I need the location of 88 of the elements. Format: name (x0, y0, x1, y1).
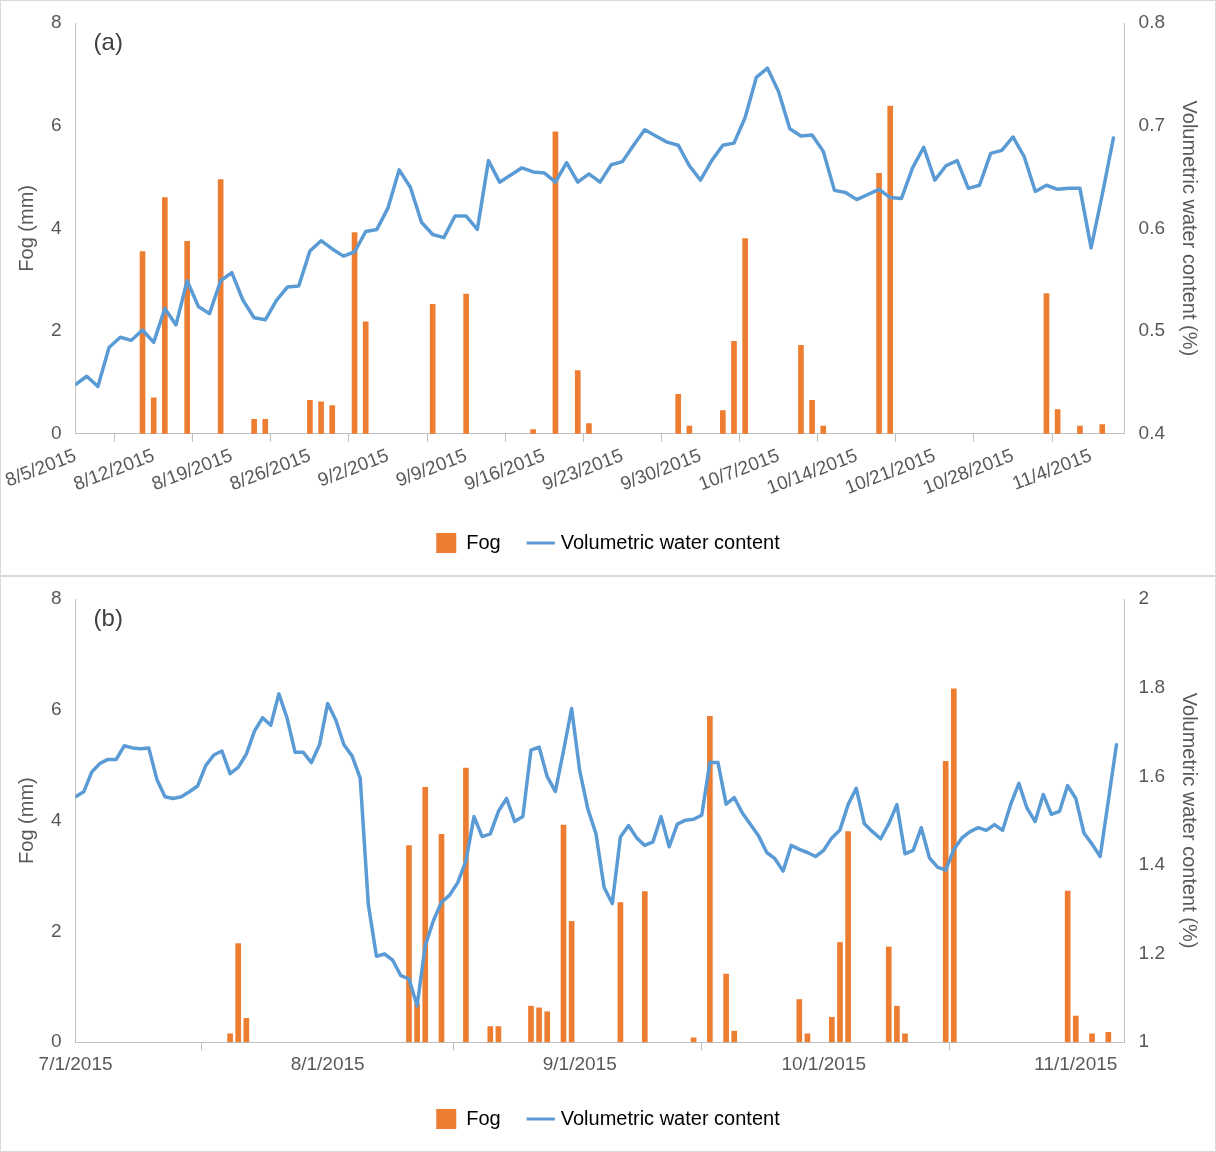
bar (731, 341, 737, 434)
bar (845, 831, 851, 1043)
y2-tick-label: 1.6 (1138, 764, 1166, 786)
legend-label: Fog (466, 530, 501, 553)
bar (1077, 425, 1083, 434)
y2-tick-label: 0.8 (1138, 11, 1166, 33)
bar (586, 423, 592, 434)
bar (809, 400, 815, 434)
bar (707, 716, 713, 1043)
annotation: (a) (93, 27, 123, 55)
y2-tick-label: 2 (1138, 587, 1150, 609)
bar (675, 393, 682, 434)
bar (837, 942, 843, 1043)
y-tick-label: 8 (50, 11, 62, 33)
y2-axis-title: Volumetric water content (%) (1179, 100, 1202, 357)
y-axis-title: Fog (mm) (14, 777, 37, 864)
bar (1099, 424, 1106, 434)
bar (720, 410, 726, 434)
bar (329, 405, 336, 434)
x-tick-label: 11/1/2015 (1034, 1052, 1118, 1074)
bar (887, 105, 894, 434)
y2-tick-label: 1.2 (1138, 941, 1166, 963)
y-tick-label: 8 (50, 587, 62, 609)
bar (251, 419, 257, 434)
bar (429, 304, 436, 434)
y-tick-label: 6 (50, 113, 62, 135)
bar (1072, 1015, 1079, 1043)
bar (1089, 1033, 1095, 1043)
y2-tick-label: 1.8 (1138, 675, 1166, 697)
bar (942, 760, 949, 1043)
bar (414, 1003, 420, 1043)
y-tick-label: 2 (50, 319, 62, 341)
bar (262, 419, 269, 434)
bar (307, 400, 313, 434)
bar (536, 1007, 542, 1043)
bar (829, 1016, 835, 1043)
bar (796, 999, 803, 1043)
bar (528, 1005, 534, 1043)
bar (150, 397, 157, 434)
bar (162, 197, 168, 434)
bar (723, 973, 729, 1043)
bar (641, 891, 648, 1043)
annotation: (b) (93, 603, 123, 631)
bar (235, 943, 242, 1043)
bar (731, 1030, 738, 1043)
bar (530, 429, 536, 434)
legend-label: Volumetric water content (560, 1106, 781, 1129)
bar (742, 238, 748, 434)
y-tick-label: 0 (50, 422, 62, 443)
bar (227, 1033, 233, 1043)
x-tick-label: 10/1/2015 (781, 1052, 866, 1074)
bar (1105, 1031, 1112, 1043)
bar (463, 293, 469, 434)
x-tick-label: 8/1/2015 (290, 1052, 365, 1074)
y-tick-label: 4 (50, 216, 62, 238)
bar (950, 688, 957, 1043)
bar (362, 321, 369, 434)
bar (885, 946, 892, 1043)
bar (463, 767, 469, 1043)
legend-label: Volumetric water content (560, 530, 781, 553)
bar (574, 370, 581, 434)
y-axis-title: Fog (mm) (14, 185, 37, 272)
bar (876, 173, 882, 434)
bar (422, 787, 429, 1043)
bar (820, 425, 827, 434)
bar (894, 1005, 900, 1043)
legend-label: Fog (466, 1106, 501, 1129)
y2-tick-label: 0.7 (1138, 113, 1166, 135)
bar (798, 345, 804, 434)
y2-axis-title: Volumetric water content (%) (1179, 692, 1202, 949)
y2-tick-label: 1 (1138, 1030, 1150, 1052)
x-tick-label: 9/1/2015 (542, 1052, 617, 1074)
y2-tick-label: 0.6 (1138, 216, 1166, 238)
y2-tick-label: 0.5 (1138, 319, 1166, 341)
y-tick-label: 2 (50, 919, 62, 941)
y-tick-label: 6 (50, 698, 62, 720)
bar (902, 1033, 908, 1043)
bar (690, 1037, 697, 1043)
y-tick-label: 0 (50, 1030, 62, 1052)
bar (406, 845, 412, 1043)
bar (487, 1026, 494, 1043)
bar (318, 401, 324, 434)
x-tick-label: 7/1/2015 (38, 1052, 113, 1074)
bar (184, 240, 190, 434)
y-tick-label: 4 (50, 808, 62, 830)
y2-tick-label: 0.4 (1138, 422, 1166, 443)
bar (544, 1011, 551, 1043)
y2-tick-label: 1.4 (1138, 853, 1166, 875)
